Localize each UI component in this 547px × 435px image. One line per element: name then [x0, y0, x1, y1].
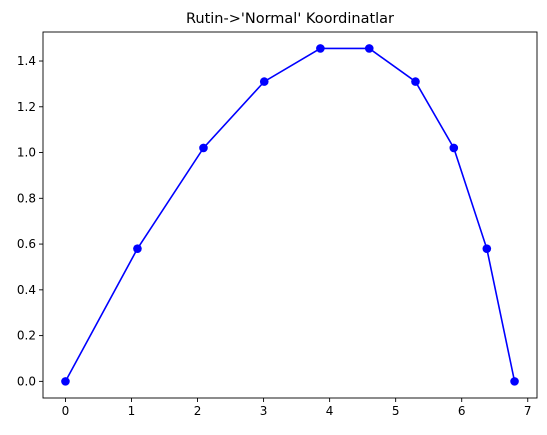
x-tick-label: 6 [458, 404, 466, 418]
x-tick-label: 3 [260, 404, 268, 418]
chart-title: Rutin->'Normal' Koordinatlar [186, 11, 394, 27]
y-tick-label: 0.2 [17, 329, 36, 343]
x-tick-label: 7 [524, 404, 532, 418]
data-point [482, 244, 492, 253]
data-point [510, 377, 519, 386]
y-tick-label: 1.4 [17, 54, 36, 68]
x-tick-label: 4 [326, 404, 334, 418]
data-point [316, 44, 325, 53]
y-tick-label: 0.0 [17, 374, 36, 388]
data-point [364, 44, 374, 53]
y-tick-label: 1.0 [17, 146, 36, 160]
y-tick-label: 0.4 [17, 283, 36, 297]
series-line [64, 47, 516, 382]
axes-frame [42, 31, 538, 399]
data-point [61, 377, 70, 386]
plot-area: 0 1 2 3 4 5 6 7 0.0 0.2 0.4 0.6 0.8 1.0 1.2 1.4 [17, 31, 538, 418]
data-point [449, 143, 459, 153]
x-tick-label: 1 [128, 404, 136, 418]
y-tick-label: 0.6 [17, 237, 36, 251]
y-tick-label: 0.8 [17, 191, 36, 205]
data-point [199, 143, 208, 153]
data-point [259, 77, 269, 86]
x-tick-label: 2 [194, 404, 202, 418]
x-tick-label: 5 [392, 404, 400, 418]
data-point [133, 244, 142, 253]
data-point [411, 77, 420, 86]
x-tick-label: 0 [62, 404, 70, 418]
y-tick-label: 1.2 [17, 100, 36, 114]
